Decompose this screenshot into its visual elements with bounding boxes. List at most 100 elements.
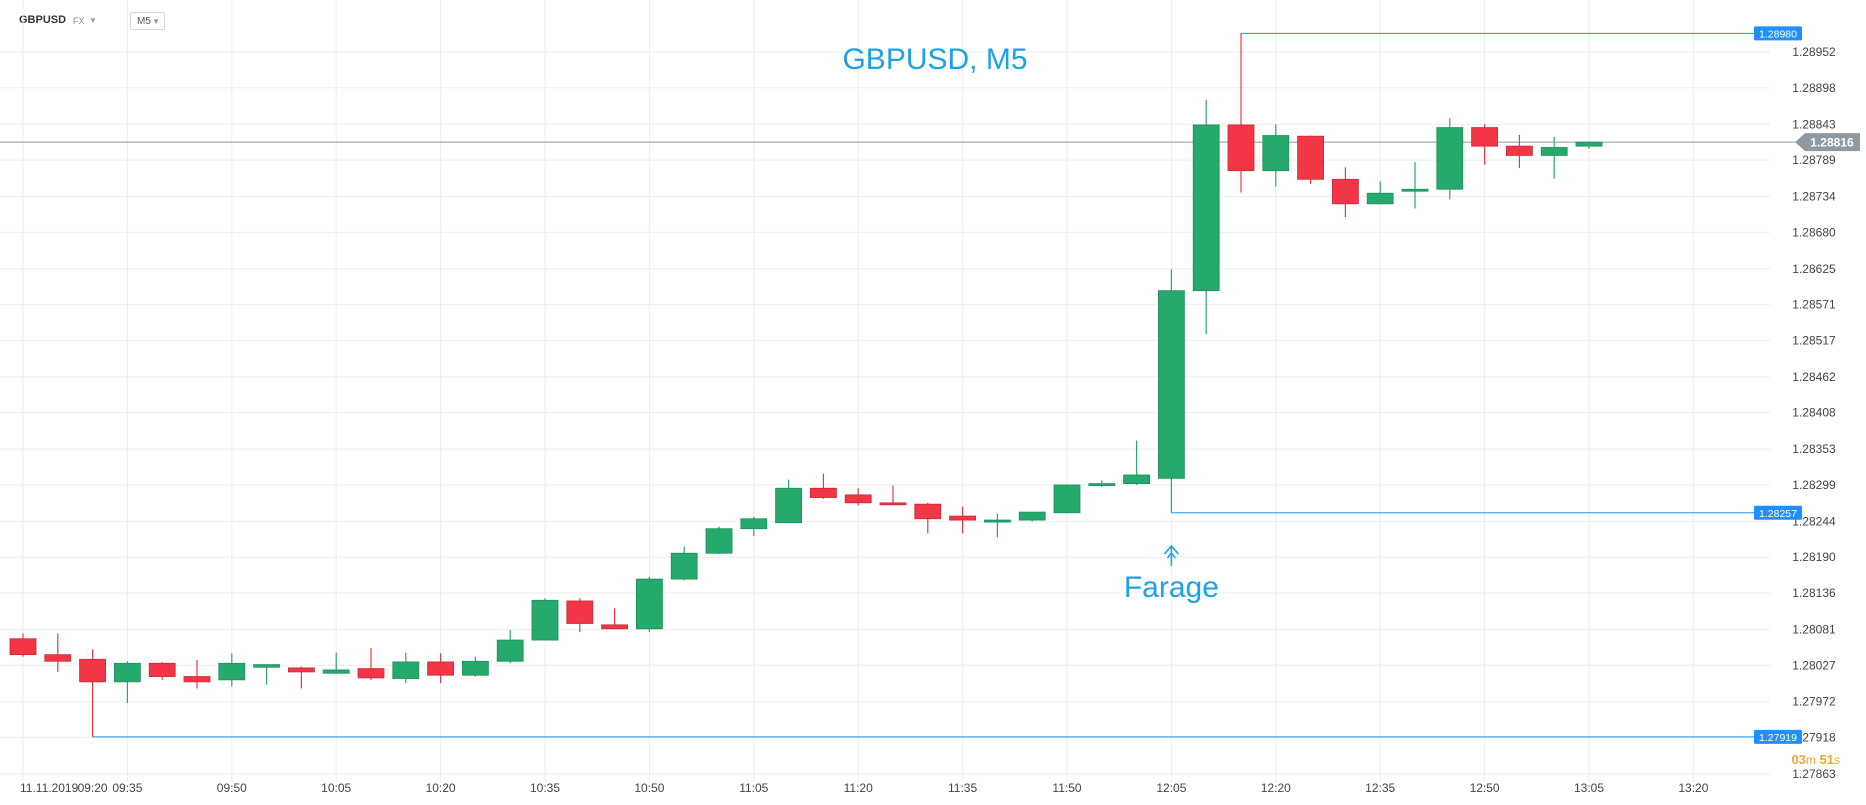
x-tick-label: 12:50 <box>1470 781 1500 795</box>
timer-minutes: 03 <box>1791 752 1806 767</box>
level-badge-text: 1.28257 <box>1759 508 1797 520</box>
y-tick-label: 1.28571 <box>1792 298 1836 312</box>
x-tick-label: 11:20 <box>844 781 873 795</box>
candle-body <box>879 502 907 506</box>
price-axis[interactable]: 1.28952 1.28898 1.28843 1.28789 1.28734 1.286… <box>1792 45 1836 781</box>
y-tick-label: 1.28680 <box>1792 225 1836 239</box>
level-badge-text: 1.27919 <box>1759 732 1797 744</box>
market-label[interactable]: FX <box>73 16 85 26</box>
y-tick-label: 1.28843 <box>1792 117 1836 131</box>
candle-body <box>914 503 942 520</box>
x-tick-label: 10:20 <box>426 781 456 795</box>
x-tick-label: 11:05 <box>739 781 768 795</box>
candle-body <box>705 528 733 554</box>
timeframe-select[interactable]: M5 ▼ <box>130 12 165 30</box>
level-badge-text: 1.28980 <box>1759 28 1797 40</box>
candle <box>775 479 802 524</box>
level-badge <box>1754 729 1802 744</box>
candle <box>531 598 559 641</box>
candle-body <box>392 661 420 679</box>
y-tick-label: 1.28299 <box>1792 478 1836 492</box>
candle <box>879 485 907 506</box>
candle <box>461 656 489 677</box>
candle-body <box>183 676 211 683</box>
candle <box>1262 124 1290 187</box>
candle <box>392 652 420 684</box>
candle-body <box>1575 141 1603 147</box>
grid-lines <box>0 0 1770 782</box>
candle <box>1332 167 1359 218</box>
candle <box>1366 181 1394 205</box>
candle <box>914 502 942 534</box>
y-tick-label: 1.28190 <box>1792 550 1836 564</box>
time-axis[interactable]: 11.11.2019 09:20 09:35 09:50 10:05 10:20 10:35… <box>20 781 1709 795</box>
candle-body <box>79 658 106 683</box>
y-tick-label: 1.27918 <box>1792 731 1836 745</box>
candle-body <box>1540 147 1568 156</box>
candle-body <box>9 638 37 656</box>
timer-sec-unit: s <box>1834 753 1840 767</box>
x-tick-label: 09:50 <box>217 781 247 795</box>
symbol-label[interactable]: GBPUSD <box>19 14 67 26</box>
candle <box>636 577 663 633</box>
y-tick-label: 1.28136 <box>1792 586 1836 600</box>
market-caret-icon[interactable]: ▼ <box>89 16 97 25</box>
candle-body <box>1053 484 1081 514</box>
candle <box>114 661 141 704</box>
candle <box>1227 33 1255 193</box>
level-badge <box>1754 26 1802 41</box>
chart-title: GBPUSD, M5 <box>842 43 1027 76</box>
candle-body <box>287 667 315 673</box>
x-tick-label: 13:05 <box>1574 781 1604 795</box>
y-tick-label: 1.28734 <box>1792 190 1836 204</box>
annotation: Farage <box>1124 544 1219 604</box>
candle <box>218 653 246 687</box>
candle-body <box>1436 127 1464 190</box>
candle <box>148 661 176 680</box>
candle-body <box>844 494 872 504</box>
candle-body <box>1158 290 1185 479</box>
y-tick-label: 1.28081 <box>1792 622 1836 636</box>
current-price-tag <box>1795 133 1860 152</box>
candle-body <box>322 669 350 674</box>
y-tick-label: 1.28408 <box>1792 406 1836 420</box>
candle-body <box>1227 124 1255 172</box>
candle <box>44 633 72 672</box>
x-tick-label: 11.11.2019 <box>20 781 79 795</box>
candle <box>1471 124 1498 165</box>
candle-body <box>636 578 663 630</box>
candle-body <box>531 599 559 641</box>
candle <box>1506 134 1533 169</box>
y-tick-label: 1.28027 <box>1792 658 1836 672</box>
candle <box>1575 141 1603 149</box>
chart-toolbar: GBPUSD FX ▼ M5 ▼ <box>0 0 1866 36</box>
candle-body <box>427 661 455 676</box>
candle-body <box>984 519 1011 523</box>
y-tick-label: 1.28952 <box>1792 45 1836 59</box>
chevron-down-icon: ▼ <box>152 17 160 26</box>
candle <box>670 546 698 581</box>
candle <box>1192 99 1220 335</box>
timer-seconds: 51 <box>1819 752 1834 767</box>
candle-body <box>775 487 802 524</box>
candle <box>601 608 628 630</box>
candle <box>287 666 315 689</box>
candles <box>9 33 1603 737</box>
candle <box>427 653 455 684</box>
candle <box>496 630 524 664</box>
level-lines <box>0 32 1795 738</box>
candle <box>1053 484 1081 514</box>
x-tick-label: 12:05 <box>1156 781 1186 795</box>
candle-body <box>253 664 281 668</box>
level-badge <box>1754 505 1802 520</box>
x-tick-label: 11:50 <box>1052 781 1081 795</box>
y-tick-label: 1.28462 <box>1792 370 1836 384</box>
candle-body <box>44 654 72 662</box>
candle <box>984 513 1011 538</box>
candle-body <box>357 668 385 679</box>
x-tick-label: 12:20 <box>1261 781 1291 795</box>
candle-body <box>1018 511 1046 521</box>
y-tick-label: 1.28625 <box>1792 262 1836 276</box>
x-tick-label: 10:50 <box>634 781 664 795</box>
